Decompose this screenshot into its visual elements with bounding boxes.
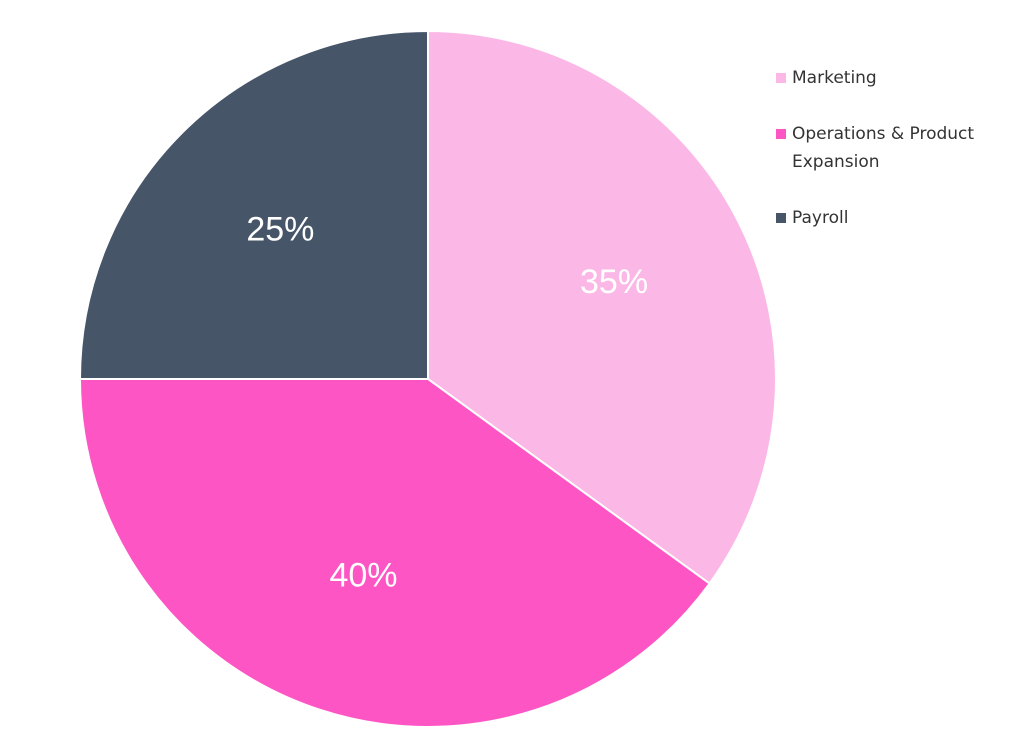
legend-label: Marketing — [792, 68, 877, 88]
legend-label: Payroll — [792, 208, 849, 228]
legend-label: Operations & Product Expansion — [792, 124, 975, 172]
legend-swatch — [776, 129, 786, 139]
pie-slice — [427, 29, 777, 585]
legend: Marketing Operations & Product Expansion P… — [776, 64, 1001, 260]
data-label: 40% — [329, 557, 397, 595]
legend-swatch — [776, 73, 786, 83]
legend-swatch — [776, 213, 786, 223]
data-label: 25% — [246, 210, 314, 248]
legend-item: Payroll — [776, 204, 1001, 232]
legend-item: Operations & Product Expansion — [776, 120, 1001, 176]
legend-item: Marketing — [776, 64, 1001, 92]
data-label: 35% — [580, 263, 648, 301]
pie-slice — [78, 29, 429, 380]
pie-slice — [78, 378, 711, 728]
